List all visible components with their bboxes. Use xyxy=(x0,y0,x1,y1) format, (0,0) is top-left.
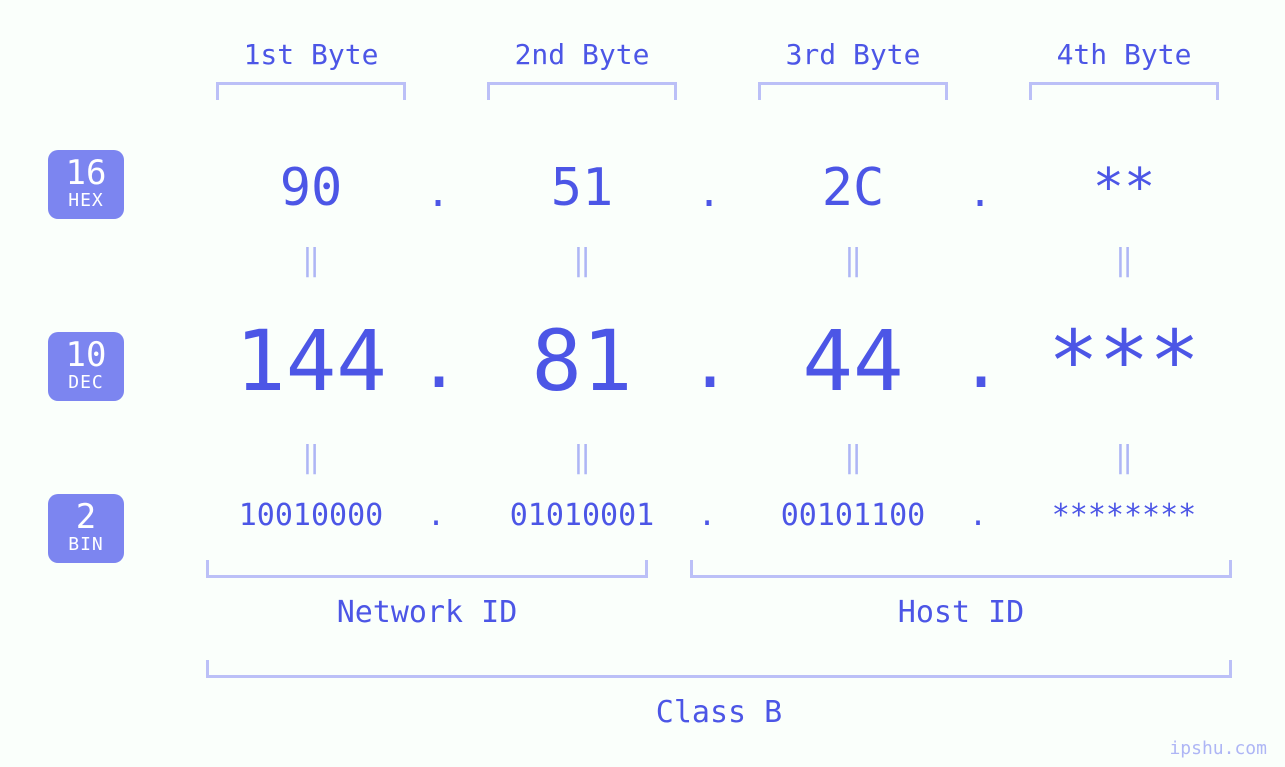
hex-byte-2: 51 xyxy=(452,158,712,218)
hex-sep-1: . xyxy=(426,170,446,216)
eq-hexdec-3: ‖ xyxy=(838,243,868,278)
bracket-host xyxy=(690,560,1232,578)
eq-decbin-4: ‖ xyxy=(1109,440,1139,475)
badge-bin-label: BIN xyxy=(48,536,124,555)
dec-sep-3: . xyxy=(960,322,996,404)
eq-decbin-2: ‖ xyxy=(567,440,597,475)
badge-hex-base: 16 xyxy=(48,156,124,192)
badge-hex-label: HEX xyxy=(48,192,124,211)
hex-byte-1: 90 xyxy=(181,158,441,218)
byte-header-2: 2nd Byte xyxy=(502,38,662,71)
badge-dec-base: 10 xyxy=(48,338,124,374)
bin-sep-2: . xyxy=(697,498,717,533)
label-network: Network ID xyxy=(206,595,648,630)
dec-byte-1: 144 xyxy=(181,312,441,410)
bin-byte-4: ******** xyxy=(994,498,1254,533)
bin-sep-1: . xyxy=(426,498,446,533)
bracket-class xyxy=(206,660,1232,678)
bin-byte-3: 00101100 xyxy=(723,498,983,533)
hex-byte-3: 2C xyxy=(723,158,983,218)
top-bracket-2 xyxy=(487,82,677,100)
badge-dec: 10 DEC xyxy=(48,332,124,401)
watermark: ipshu.com xyxy=(1169,738,1267,759)
top-bracket-3 xyxy=(758,82,948,100)
bin-byte-2: 01010001 xyxy=(452,498,712,533)
eq-hexdec-4: ‖ xyxy=(1109,243,1139,278)
dec-byte-3: 44 xyxy=(723,312,983,410)
eq-decbin-3: ‖ xyxy=(838,440,868,475)
bin-sep-3: . xyxy=(968,498,988,533)
byte-header-4: 4th Byte xyxy=(1044,38,1204,71)
hex-sep-3: . xyxy=(968,170,988,216)
dec-sep-1: . xyxy=(418,322,454,404)
badge-dec-label: DEC xyxy=(48,374,124,393)
badge-bin: 2 BIN xyxy=(48,494,124,563)
hex-byte-4: ** xyxy=(994,158,1254,218)
top-bracket-4 xyxy=(1029,82,1219,100)
dec-byte-2: 81 xyxy=(452,312,712,410)
eq-decbin-1: ‖ xyxy=(296,440,326,475)
bracket-network xyxy=(206,560,648,578)
label-class: Class B xyxy=(206,695,1232,730)
bin-byte-1: 10010000 xyxy=(181,498,441,533)
badge-hex: 16 HEX xyxy=(48,150,124,219)
byte-header-3: 3rd Byte xyxy=(773,38,933,71)
eq-hexdec-1: ‖ xyxy=(296,243,326,278)
eq-hexdec-2: ‖ xyxy=(567,243,597,278)
hex-sep-2: . xyxy=(697,170,717,216)
badge-bin-base: 2 xyxy=(48,500,124,536)
dec-byte-4: *** xyxy=(994,312,1254,410)
top-bracket-1 xyxy=(216,82,406,100)
byte-header-1: 1st Byte xyxy=(231,38,391,71)
label-host: Host ID xyxy=(690,595,1232,630)
dec-sep-2: . xyxy=(689,322,725,404)
